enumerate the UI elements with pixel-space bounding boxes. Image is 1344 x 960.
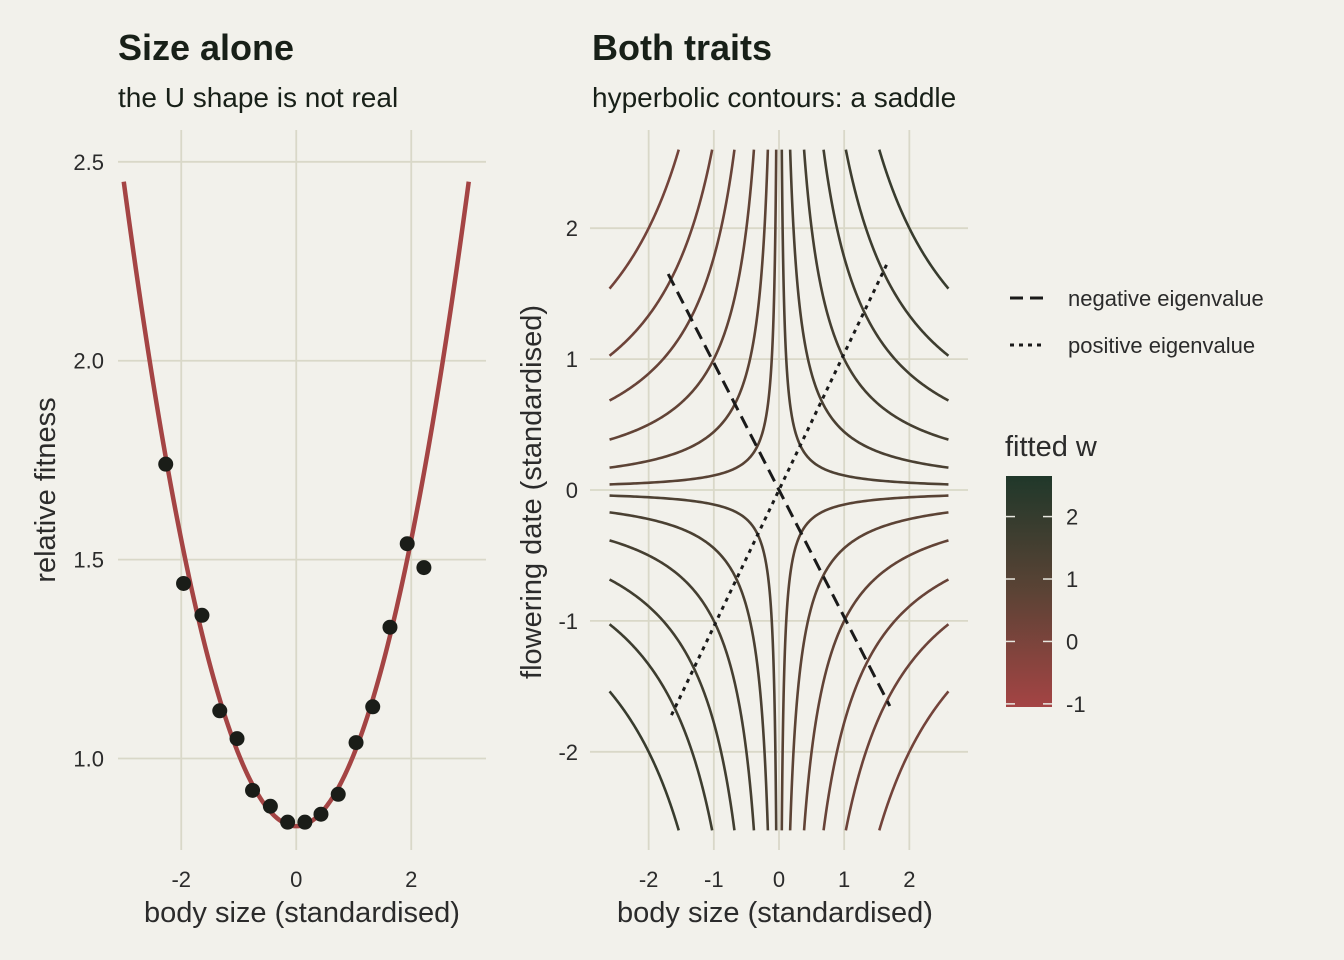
right-tick-labels: -2 -1 0 1 2 -2 -1 0 1 2 (558, 216, 915, 892)
contour-line (608, 149, 714, 357)
contour-line (608, 149, 680, 290)
contour-line (608, 149, 736, 402)
right-y-axis-label: flowering date (standardised) (516, 305, 548, 679)
legend-negative-eigenvalue: negative eigenvalue (1068, 286, 1264, 311)
contour-line (788, 149, 949, 469)
contour-line (609, 149, 756, 441)
contour-line (822, 149, 950, 402)
contour-line (844, 623, 950, 831)
fitness-point (330, 786, 346, 802)
right-y-tick-label: -1 (558, 609, 578, 634)
contour-line (780, 149, 949, 486)
colorbar-tick-label: 0 (1066, 629, 1078, 654)
positive-eigenvector-line (670, 264, 888, 716)
right-y-tick-label: -2 (558, 740, 578, 765)
right-y-tick-label: 1 (566, 347, 578, 372)
left-x-tick-label: 0 (290, 867, 302, 892)
fitness-contours (608, 149, 950, 831)
fitness-colorbar: fitted w -1 0 1 2 (1005, 431, 1098, 717)
fitness-point (212, 703, 228, 719)
contour-line (878, 690, 950, 831)
contour-line (609, 494, 778, 831)
right-panel-title: Both traits (592, 27, 772, 68)
contour-line (609, 149, 778, 486)
contour-line (802, 149, 949, 441)
colorbar-tick-label: 2 (1066, 505, 1078, 530)
contour-line (802, 539, 949, 831)
right-x-tick-label: -1 (704, 867, 724, 892)
fitness-point (158, 456, 174, 472)
size-alone-panel: Size alone the U shape is not real -2 0 2 1… (30, 27, 486, 929)
fitness-point (280, 814, 296, 830)
negative-eigenvector-line (666, 273, 892, 707)
fitness-point (245, 782, 261, 798)
contour-line (609, 539, 756, 831)
colorbar-tick-label: 1 (1066, 567, 1078, 592)
contour-line (608, 578, 736, 831)
colorbar-ticks: -1 0 1 2 (1006, 505, 1086, 717)
fitness-point (194, 607, 210, 623)
fitness-point (297, 814, 313, 830)
contour-line (609, 511, 770, 831)
contour-line (822, 578, 950, 831)
colorbar-gradient (1006, 476, 1052, 707)
fitness-point (313, 806, 329, 822)
line-legend: negative eigenvalue positive eigenvalue (1010, 286, 1264, 358)
left-panel-subtitle: the U shape is not real (118, 82, 398, 113)
fitness-point (262, 798, 278, 814)
right-x-tick-label: 2 (903, 867, 915, 892)
left-tick-labels: -2 0 2 1.0 1.5 2.0 2.5 (73, 150, 417, 892)
left-x-tick-label: -2 (171, 867, 191, 892)
fitness-point (229, 731, 245, 747)
colorbar-title: fitted w (1005, 431, 1098, 463)
fitness-point (176, 575, 192, 591)
right-x-tick-label: 0 (773, 867, 785, 892)
right-x-tick-label: 1 (838, 867, 850, 892)
contour-line (878, 149, 950, 290)
contour-line (844, 149, 950, 357)
left-y-tick-label: 2.0 (73, 349, 104, 374)
right-y-tick-label: 0 (566, 478, 578, 503)
left-gridlines (118, 130, 486, 850)
contour-line (608, 623, 714, 831)
fitness-point (365, 699, 381, 715)
fitness-point (399, 536, 415, 552)
both-traits-panel: Both traits hyperbolic contours: a saddl… (516, 27, 968, 929)
fitness-points (158, 456, 432, 830)
right-x-axis-label: body size (standardised) (617, 897, 933, 929)
legend-positive-eigenvalue: positive eigenvalue (1068, 333, 1255, 358)
left-y-tick-label: 2.5 (73, 150, 104, 175)
left-x-tick-label: 2 (405, 867, 417, 892)
colorbar-tick-label: -1 (1066, 692, 1086, 717)
fitness-point (416, 560, 432, 576)
fitness-point (348, 735, 364, 751)
left-y-tick-label: 1.0 (73, 747, 104, 772)
right-y-tick-label: 2 (566, 216, 578, 241)
left-y-tick-label: 1.5 (73, 548, 104, 573)
right-panel-subtitle: hyperbolic contours: a saddle (592, 82, 956, 113)
contour-line (608, 690, 680, 831)
fitness-point (382, 619, 398, 635)
left-x-axis-label: body size (standardised) (144, 897, 460, 929)
left-panel-title: Size alone (118, 27, 294, 68)
left-y-axis-label: relative fitness (30, 397, 62, 582)
right-x-tick-label: -2 (639, 867, 659, 892)
